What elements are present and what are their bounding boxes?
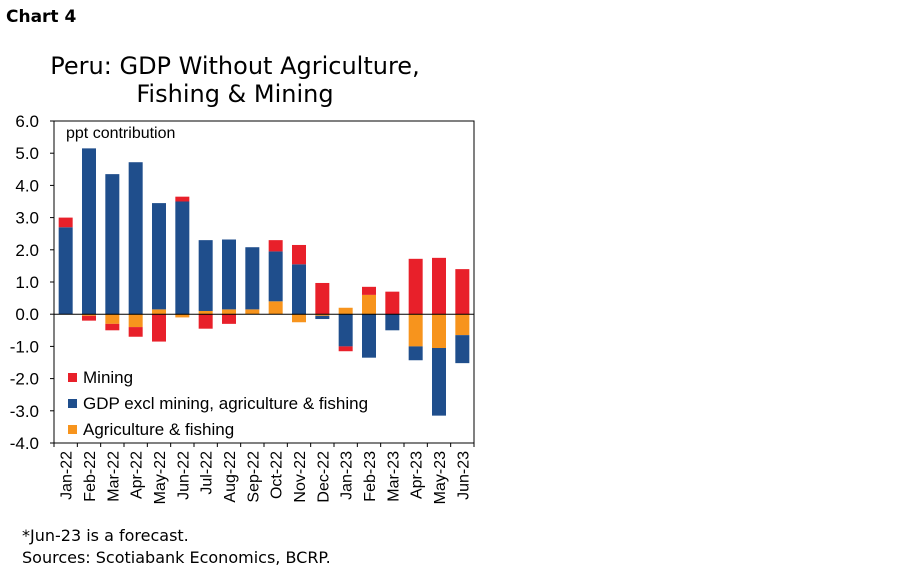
y-tick-label: 4.0 [15, 176, 39, 195]
bar-segment-nov-22-series-2 [292, 244, 306, 265]
y-tick-label: -1.0 [10, 337, 39, 356]
x-tick-label: Jan-23 [339, 451, 356, 500]
bar-segment-jan-23-series-0 [338, 307, 353, 315]
sources-note: Sources: Scotiabank Economics, BCRP. [22, 548, 331, 567]
x-axis: Jan-22 Feb-22 Mar-22 Apr-22 May-22 Jun-22 Jul-… [53, 443, 475, 504]
x-tick-label: May-22 [152, 451, 169, 504]
x-tick-label: Apr-22 [129, 451, 146, 499]
legend-swatch [68, 425, 77, 434]
bar-segment-nov-22-series-0 [292, 314, 306, 323]
bar-segment-jun-23-series-1 [455, 335, 470, 364]
y-axis: 6.0 5.0 4.0 3.0 2.0 1.0 0.0 -1.0 -2.0 -3.0 -4.0 [10, 112, 54, 453]
bar-segment-jan-23-series-1 [338, 314, 353, 347]
x-tick-label: Jul-22 [199, 451, 216, 495]
chart-title-line-1: Peru: GDP Without Agriculture, [50, 52, 420, 80]
x-tick-label: Nov-22 [292, 451, 309, 503]
bar-segment-jun-23-series-0 [455, 314, 470, 336]
y-tick-label: 5.0 [15, 144, 39, 163]
bar-segment-mar-23-series-2 [385, 291, 400, 315]
x-tick-label: Feb-23 [362, 451, 379, 502]
x-tick-label: May-23 [432, 451, 449, 504]
legend-label: Mining [83, 368, 133, 387]
bar-segment-sep-22-series-1 [245, 247, 260, 310]
bar-segment-feb-22-series-0 [82, 314, 96, 316]
bar-segment-apr-22-series-0 [128, 314, 143, 328]
chart-title: Peru: GDP Without Agriculture, Fishing &… [30, 52, 440, 108]
bar-segment-oct-22-series-1 [268, 251, 283, 302]
y-tick-label: -3.0 [10, 402, 39, 421]
x-tick-label: Dec-22 [315, 451, 332, 503]
bar-segment-mar-22-series-0 [105, 314, 120, 324]
y-tick-label: -4.0 [10, 434, 39, 453]
bar-segment-jan-23-series-2 [338, 346, 353, 352]
legend-swatch [68, 399, 77, 408]
bar-segment-dec-22-series-2 [315, 282, 330, 315]
bar-segment-feb-23-series-0 [362, 294, 376, 315]
bar-segment-may-23-series-1 [432, 348, 446, 416]
bar-segment-feb-23-series-2 [362, 286, 376, 295]
x-tick-label: Mar-22 [105, 451, 122, 502]
bar-segment-jul-22-series-2 [198, 314, 213, 329]
bar-segment-dec-22-series-1 [315, 315, 330, 320]
bar-segment-feb-23-series-1 [362, 314, 376, 358]
bar-segment-may-22-series-2 [152, 314, 166, 342]
bar-segment-jul-22-series-1 [198, 240, 213, 311]
bar-segment-sep-22-series-0 [245, 309, 260, 315]
x-tick-label: Jun-23 [455, 451, 472, 500]
chart-title-line-2: Fishing & Mining [136, 80, 334, 108]
bar-segment-aug-22-series-2 [222, 314, 236, 324]
x-tick-label: Jun-22 [175, 451, 192, 500]
x-tick-label: Feb-22 [82, 451, 99, 502]
bar-segment-dec-22-series-0 [315, 314, 330, 316]
bar-segment-aug-22-series-1 [222, 239, 236, 310]
bar-segment-jan-22-series-2 [58, 217, 73, 228]
x-tick-label: Mar-23 [385, 451, 402, 502]
bar-segment-mar-22-series-1 [105, 174, 120, 315]
legend-swatch [68, 373, 77, 382]
y-tick-label: 1.0 [15, 273, 39, 292]
footnote: *Jun-23 is a forecast. [22, 526, 189, 545]
bar-segment-oct-22-series-2 [268, 240, 283, 252]
bars-group [58, 148, 470, 416]
bar-segment-jul-22-series-0 [198, 310, 213, 315]
bar-segment-mar-22-series-2 [105, 323, 120, 331]
bar-segment-jun-22-series-0 [175, 314, 190, 318]
y-tick-label: 2.0 [15, 241, 39, 260]
unit-label: ppt contribution [66, 125, 175, 142]
y-tick-label: 0.0 [15, 305, 39, 324]
bar-segment-mar-23-series-1 [385, 314, 400, 331]
bar-segment-apr-22-series-2 [128, 327, 143, 337]
bar-segment-may-22-series-0 [152, 309, 166, 315]
x-tick-label: Oct-22 [269, 451, 286, 499]
legend-label: GDP excl mining, agriculture & fishing [83, 394, 368, 413]
x-tick-label: Apr-23 [409, 451, 426, 499]
bar-segment-apr-22-series-1 [128, 162, 143, 315]
y-tick-label: 6.0 [15, 112, 39, 131]
bar-segment-jun-23-series-2 [455, 269, 470, 315]
bar-segment-feb-22-series-1 [82, 148, 96, 315]
x-tick-label: Sep-22 [245, 451, 262, 503]
chart-number-label: Chart 4 [6, 7, 77, 27]
y-tick-label: -2.0 [10, 370, 39, 389]
bar-segment-may-23-series-0 [432, 314, 446, 349]
bar-segment-may-23-series-2 [432, 257, 446, 315]
bar-segment-jun-22-series-2 [175, 196, 190, 202]
bar-segment-apr-23-series-0 [408, 314, 423, 347]
bar-segment-apr-23-series-1 [408, 346, 423, 361]
x-tick-label: Aug-22 [222, 451, 239, 503]
bar-segment-aug-22-series-0 [222, 309, 236, 315]
bar-segment-jan-22-series-1 [58, 227, 73, 315]
x-tick-label: Jan-22 [59, 451, 76, 500]
bar-segment-jun-22-series-1 [175, 201, 190, 315]
bar-segment-apr-23-series-2 [408, 258, 423, 315]
bar-segment-nov-22-series-1 [292, 264, 306, 315]
y-tick-label: 3.0 [15, 209, 39, 228]
bar-segment-feb-22-series-2 [82, 315, 96, 321]
legend: Mining GDP excl mining, agriculture & fis… [68, 368, 368, 439]
legend-label: Agriculture & fishing [83, 420, 234, 439]
bar-segment-oct-22-series-0 [268, 301, 283, 315]
bar-segment-may-22-series-1 [152, 203, 166, 310]
